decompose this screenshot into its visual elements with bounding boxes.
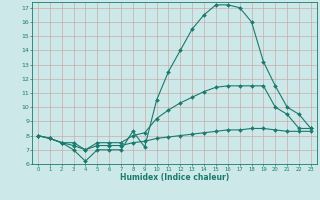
X-axis label: Humidex (Indice chaleur): Humidex (Indice chaleur) [120, 173, 229, 182]
